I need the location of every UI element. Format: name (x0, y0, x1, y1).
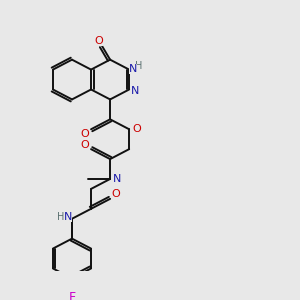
Text: N: N (64, 212, 72, 222)
Text: F: F (68, 291, 76, 300)
Text: H: H (136, 61, 143, 71)
Text: O: O (95, 36, 103, 46)
Text: N: N (129, 64, 137, 74)
Text: H: H (57, 212, 65, 222)
Text: O: O (112, 189, 121, 199)
Text: N: N (113, 174, 121, 184)
Text: O: O (133, 124, 142, 134)
Text: N: N (131, 86, 139, 96)
Text: O: O (81, 129, 89, 139)
Text: O: O (81, 140, 89, 150)
